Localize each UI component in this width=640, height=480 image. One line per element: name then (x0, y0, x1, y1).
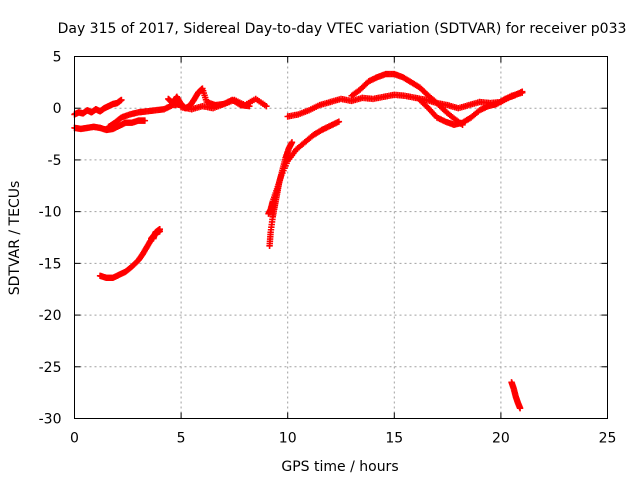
y-tick-label: -25 (39, 360, 62, 376)
series-track-m (508, 379, 524, 412)
y-axis-title: SDTVAR / TECUs (7, 181, 23, 296)
series-track-l (416, 88, 526, 128)
series-track-i (265, 118, 343, 217)
data-point (150, 235, 157, 242)
data-point (263, 102, 270, 110)
x-tick-label: 5 (177, 431, 186, 447)
series-track-b (71, 117, 149, 134)
y-tick-label: 5 (53, 50, 62, 66)
y-tick-label: -15 (39, 256, 62, 272)
x-tick-label: 10 (279, 431, 297, 447)
y-tick-label: -30 (39, 412, 62, 428)
y-tick-label: -5 (48, 153, 62, 169)
axis-ticks: 0 5 10 15 20 25 5 0 -5 -10 -15 -20 -25 -30 (39, 50, 617, 447)
y-tick-label: -20 (39, 308, 62, 324)
data-point (141, 117, 149, 124)
x-tick-label: 0 (70, 431, 79, 447)
x-axis-title: GPS time / hours (281, 459, 398, 475)
data-point (519, 88, 526, 95)
data-points (71, 70, 526, 412)
series-track-g (148, 226, 163, 242)
series-track-k (348, 70, 466, 128)
series-track-e (177, 95, 270, 113)
y-tick-label: -10 (39, 205, 62, 221)
x-tick-label: 20 (492, 431, 510, 447)
x-tick-label: 25 (599, 431, 617, 447)
series-track-c (105, 100, 185, 131)
data-point (516, 404, 524, 412)
chart-title: Day 315 of 2017, Sidereal Day-to-day VTE… (58, 21, 627, 37)
x-tick-label: 15 (385, 431, 403, 447)
y-tick-label: 0 (53, 101, 62, 117)
series-track-a (71, 96, 125, 118)
plot-frame (74, 56, 608, 419)
data-point (288, 139, 296, 146)
data-point (335, 118, 343, 125)
data-point (118, 96, 125, 104)
